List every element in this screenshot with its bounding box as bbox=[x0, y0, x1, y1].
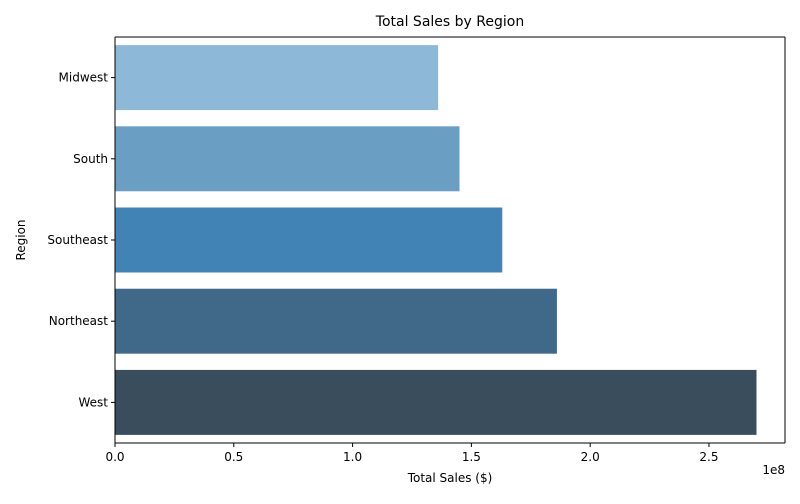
y-tick-label-southeast: Southeast bbox=[47, 233, 108, 247]
x-tick-label: 2.0 bbox=[581, 450, 600, 464]
bar-northeast bbox=[115, 288, 557, 354]
x-tick-label: 1.0 bbox=[343, 450, 362, 464]
x-tick-label: 0.5 bbox=[224, 450, 243, 464]
x-tick-label: 1.5 bbox=[462, 450, 481, 464]
bar-midwest bbox=[115, 45, 439, 111]
y-tick-label-midwest: Midwest bbox=[59, 71, 109, 85]
chart-title: Total Sales by Region bbox=[375, 14, 524, 30]
bar-southeast bbox=[115, 207, 503, 273]
x-axis-label: Total Sales ($) bbox=[407, 471, 493, 485]
bar-west bbox=[115, 369, 757, 435]
y-tick-label-south: South bbox=[73, 152, 108, 166]
y-axis-label: Region bbox=[14, 219, 28, 260]
ticks-layer: Midwest South Southeast Northeast West 0.0 0.5… bbox=[47, 71, 718, 464]
y-tick-label-northeast: Northeast bbox=[49, 314, 109, 328]
x-tick-label: 2.5 bbox=[699, 450, 718, 464]
bars-layer bbox=[115, 45, 757, 435]
x-axis-offset-label: 1e8 bbox=[762, 463, 785, 477]
x-tick-label: 0.0 bbox=[105, 450, 124, 464]
y-tick-label-west: West bbox=[78, 395, 108, 409]
bar-south bbox=[115, 126, 460, 192]
